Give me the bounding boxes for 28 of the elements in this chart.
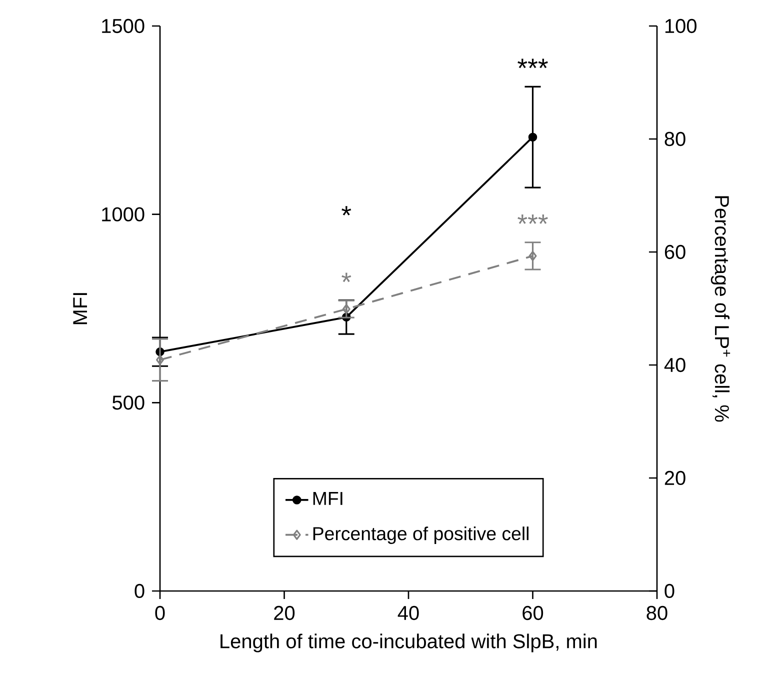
- x-tick-label: 80: [646, 606, 668, 620]
- y2-tick-label: 100: [665, 18, 696, 34]
- point: [342, 304, 350, 314]
- legend-label: Percentage of positive cell: [313, 526, 528, 544]
- annotation: *: [342, 206, 352, 216]
- annotation: *: [342, 272, 352, 282]
- point: [156, 354, 164, 365]
- y2-tick-label: 60: [664, 244, 686, 260]
- annotation: ***: [518, 214, 548, 224]
- x-axis-title: Length of time co-incubated with SlpB, min: [220, 634, 597, 652]
- y2-tick-label: 0: [664, 584, 674, 598]
- point: [528, 132, 538, 142]
- x-tick-label: 60: [522, 606, 544, 620]
- y2-tick-label: 20: [664, 470, 686, 486]
- x-tick-label: 20: [274, 606, 295, 620]
- y2-axis-title: Percentage of LP$^{+}$ cell, %: [710, 196, 730, 422]
- y-axis-title: MFI: [73, 293, 87, 324]
- y-tick-label: 500: [112, 396, 144, 410]
- legend-label: MFI: [313, 492, 342, 505]
- y-tick-label: 1500: [102, 18, 144, 34]
- point: [528, 250, 537, 262]
- y-tick-label: 1000: [102, 207, 144, 222]
- x-tick-label: 0: [155, 606, 165, 620]
- x-tick-label: 40: [398, 606, 419, 620]
- y2-tick-label: 80: [664, 132, 686, 146]
- annotation: ***: [518, 58, 548, 68]
- y2-tick-label: 40: [664, 358, 686, 372]
- y-tick-label: 0: [134, 584, 144, 598]
